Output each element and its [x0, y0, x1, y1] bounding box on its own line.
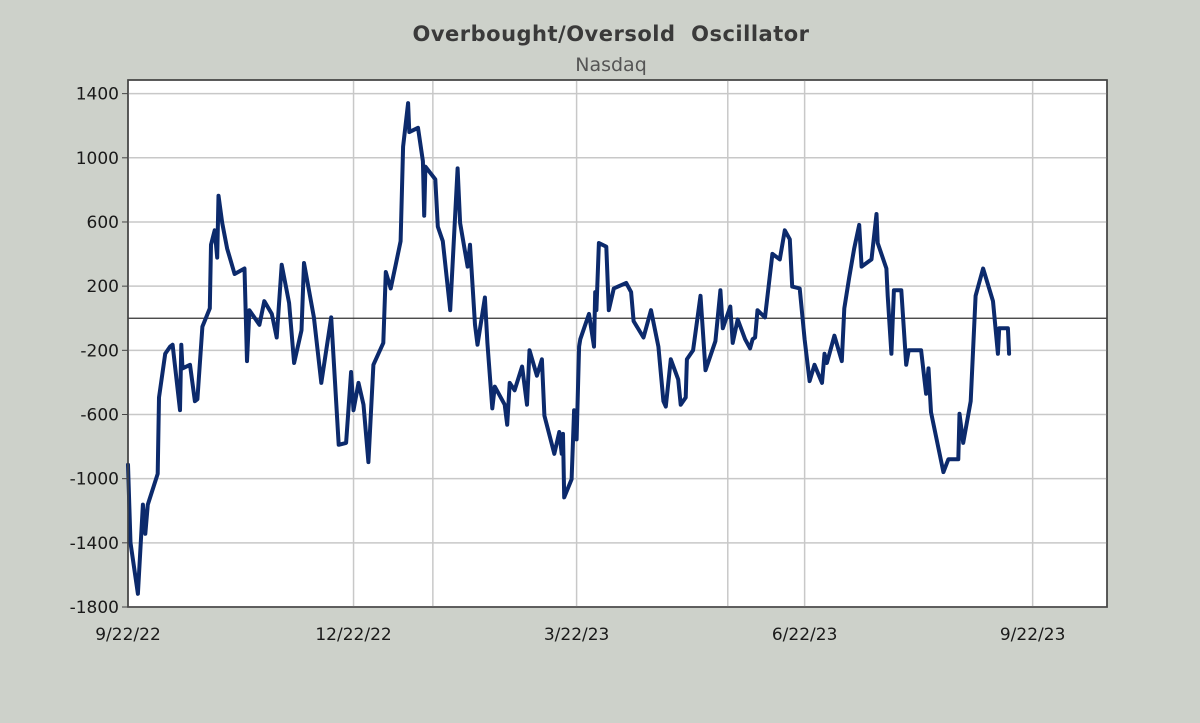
- y-tick-label: -1000: [70, 470, 119, 490]
- plot-area: [127, 79, 1108, 608]
- x-tick-label: 9/22/23: [1000, 625, 1066, 645]
- x-tick-label: 12/22/22: [315, 625, 391, 645]
- x-tick-label: 6/22/23: [772, 625, 838, 645]
- x-tick-label: 9/22/22: [95, 625, 161, 645]
- y-tick-label: -600: [80, 405, 119, 425]
- y-tick-label: 1400: [76, 85, 119, 105]
- series-line-nasdaq: [126, 101, 1012, 596]
- y-tick-label: -1800: [70, 598, 119, 618]
- y-tick-label: -200: [80, 341, 119, 361]
- y-tick-label: 1000: [76, 149, 119, 169]
- x-tick-label: 3/22/23: [544, 625, 610, 645]
- y-tick-label: 200: [87, 277, 119, 297]
- x-axis-ticks: 9/22/22 12/22/22 3/22/23 6/22/23 9/22/23: [95, 625, 1065, 645]
- y-tick-label: 600: [87, 213, 119, 233]
- y-tick-label: -1400: [70, 534, 119, 554]
- chart-title: Overbought/Oversold Oscillator: [412, 22, 809, 46]
- chart-subtitle: Nasdaq: [575, 54, 647, 76]
- y-axis-ticks: 1400 1000 600 200 -200 -600 -1000 -1400 -1800: [70, 85, 128, 618]
- plot-border: [127, 79, 1108, 608]
